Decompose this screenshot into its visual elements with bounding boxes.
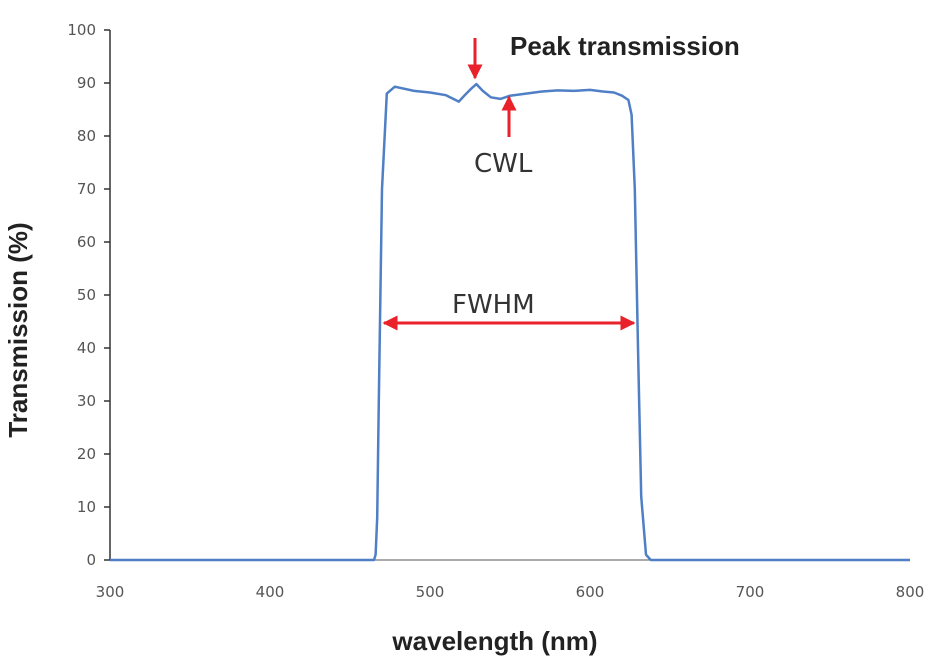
x-axis-title: wavelength (nm) [391, 626, 597, 656]
x-tick-label: 700 [736, 583, 765, 601]
y-tick-label: 80 [77, 127, 96, 145]
x-tick-label: 400 [256, 583, 285, 601]
y-tick-label: 50 [77, 286, 96, 304]
y-tick-label: 10 [77, 498, 96, 516]
y-tick-label: 90 [77, 74, 96, 92]
peak-transmission-label: Peak transmission [510, 31, 740, 61]
transmission-series-line [110, 82, 910, 562]
x-tick-label: 600 [576, 583, 605, 601]
x-tick-label: 500 [416, 583, 445, 601]
y-axis: 0 10 20 30 40 50 60 70 80 90 100 [67, 21, 111, 569]
y-tick-label: 100 [67, 21, 96, 39]
y-tick-label: 70 [77, 180, 96, 198]
y-tick-label: 60 [77, 233, 96, 251]
y-tick-label: 0 [86, 551, 96, 569]
x-tick-label: 300 [96, 583, 125, 601]
fwhm-label: FWHM [452, 290, 535, 320]
x-ticks: 300 400 500 600 700 800 [96, 583, 925, 601]
x-axis: 300 400 500 600 700 800 [96, 559, 925, 601]
y-ticks: 0 10 20 30 40 50 60 70 80 90 100 [67, 21, 110, 569]
y-tick-label: 20 [77, 445, 96, 463]
x-tick-label: 800 [896, 583, 925, 601]
y-tick-label: 40 [77, 339, 96, 357]
cwl-label: CWL [474, 149, 533, 179]
y-tick-label: 30 [77, 392, 96, 410]
y-axis-title: Transmission (%) [3, 222, 33, 437]
annotations: Peak transmission CWL FWHM [382, 31, 740, 331]
